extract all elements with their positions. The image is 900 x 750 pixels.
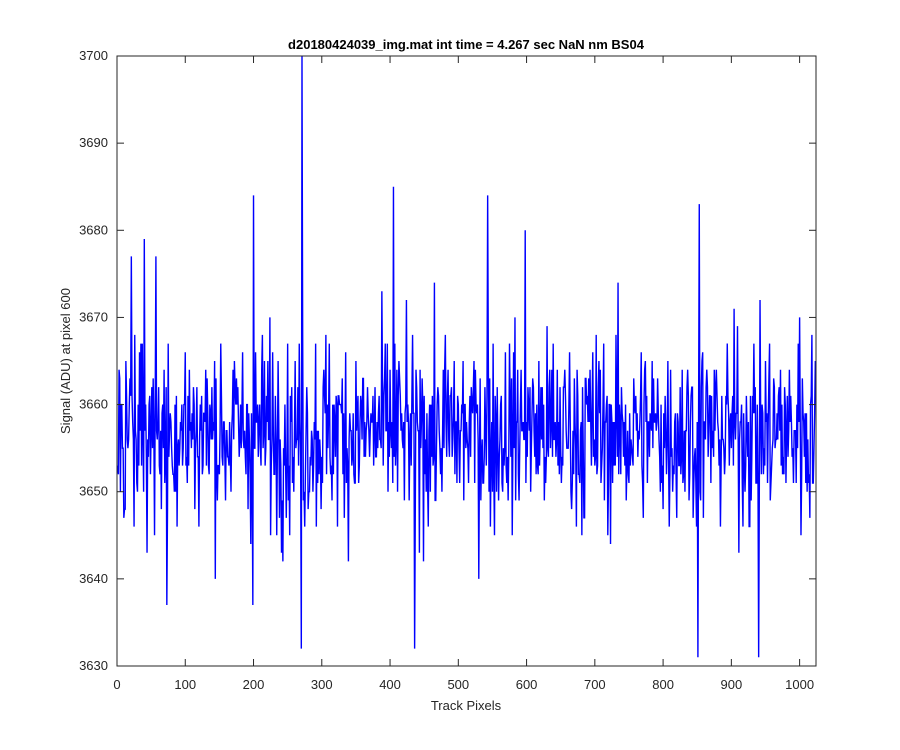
y-axis-label: Signal (ADU) at pixel 600 xyxy=(58,288,73,434)
x-tick-label: 0 xyxy=(113,677,120,692)
signal-line xyxy=(117,56,816,658)
y-tick-label: 3680 xyxy=(79,222,108,237)
x-tick-label: 600 xyxy=(516,677,538,692)
axes-box xyxy=(116,55,817,667)
x-tick-label: 100 xyxy=(174,677,196,692)
y-tick-label: 3670 xyxy=(79,309,108,324)
plot-series xyxy=(117,56,816,658)
x-tick-label: 900 xyxy=(721,677,743,692)
y-tick-label: 3650 xyxy=(79,484,108,499)
y-axis: 3630 3640 3650 3660 3670 3680 3690 3700 xyxy=(79,48,816,673)
x-tick-label: 400 xyxy=(379,677,401,692)
x-tick-label: 800 xyxy=(652,677,674,692)
x-axis: 0 100 200 300 400 500 600 700 800 900 1000 xyxy=(113,56,814,692)
x-axis-label: Track Pixels xyxy=(431,698,502,713)
x-tick-label: 500 xyxy=(447,677,469,692)
x-tick-label: 300 xyxy=(311,677,333,692)
chart-title: d20180424039_img.mat int time = 4.267 se… xyxy=(288,37,645,52)
x-tick-label: 200 xyxy=(243,677,265,692)
y-tick-label: 3700 xyxy=(79,48,108,63)
x-tick-label: 1000 xyxy=(785,677,814,692)
y-tick-label: 3660 xyxy=(79,397,108,412)
x-tick-label: 700 xyxy=(584,677,606,692)
y-tick-label: 3640 xyxy=(79,571,108,586)
y-tick-label: 3630 xyxy=(79,658,108,673)
y-tick-label: 3690 xyxy=(79,135,108,150)
